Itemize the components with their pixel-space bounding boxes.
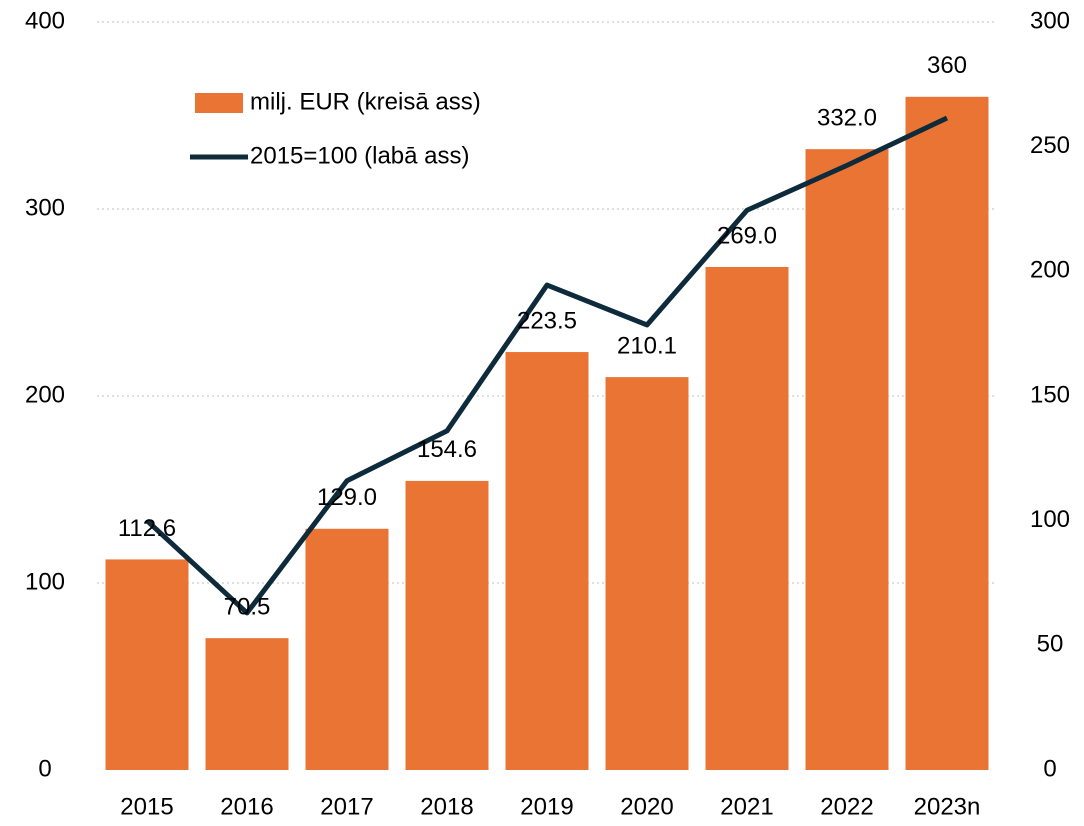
y2-tick-label: 200: [1030, 257, 1070, 284]
y-tick-label: 0: [38, 755, 51, 782]
data-label: 70.5: [224, 594, 271, 621]
bar: [105, 559, 189, 770]
data-label: 129.0: [317, 484, 377, 511]
y2-tick-label: 250: [1030, 132, 1070, 159]
y2-tick-label: 0: [1043, 755, 1056, 782]
data-label: 360: [927, 52, 967, 79]
bar: [305, 528, 389, 770]
legend-label: 2015=100 (labā ass): [250, 142, 470, 169]
bar: [805, 149, 889, 770]
y-tick-label: 300: [25, 194, 65, 221]
y2-tick-label: 50: [1037, 631, 1064, 658]
y-tick-label: 200: [25, 381, 65, 408]
x-tick-label: 2018: [420, 793, 473, 820]
bar: [405, 480, 489, 770]
bar: [605, 377, 689, 770]
bar: [705, 266, 789, 770]
data-label: 332.0: [817, 105, 877, 132]
data-label: 210.1: [617, 332, 677, 359]
y2-tick-label: 150: [1030, 381, 1070, 408]
data-label: 269.0: [717, 222, 777, 249]
x-tick-label: 2020: [620, 793, 673, 820]
x-tick-label: 2015: [120, 793, 173, 820]
y-tick-label: 100: [25, 568, 65, 595]
data-label: 112.6: [118, 515, 176, 542]
bar: [205, 638, 289, 770]
legend-label: milj. EUR (kreisā ass): [250, 88, 481, 115]
x-tick-label: 2023n: [914, 793, 981, 820]
x-tick-label: 2017: [320, 793, 373, 820]
x-tick-label: 2021: [720, 793, 773, 820]
y2-tick-label: 300: [1030, 7, 1070, 34]
x-tick-label: 2022: [820, 793, 873, 820]
data-label: 154.6: [417, 436, 477, 463]
x-tick-label: 2016: [220, 793, 273, 820]
legend-swatch: [195, 93, 243, 113]
y2-tick-label: 100: [1030, 506, 1070, 533]
line: [145, 115, 949, 616]
bar: [905, 96, 989, 771]
y-tick-label: 400: [25, 7, 65, 34]
x-tick-label: 2019: [520, 793, 573, 820]
data-label: 223.5: [517, 307, 577, 334]
bar: [505, 352, 589, 770]
